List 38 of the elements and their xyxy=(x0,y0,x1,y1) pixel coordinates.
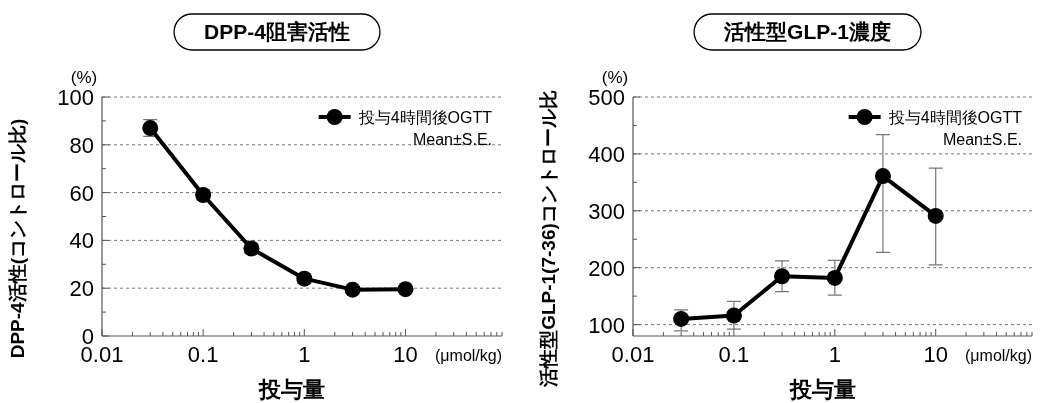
x-tick-label: 1 xyxy=(298,342,311,367)
point xyxy=(344,281,361,298)
y-tick-label: 40 xyxy=(69,228,94,254)
point xyxy=(826,269,843,286)
chart-title: DPP-4阻害活性 xyxy=(204,20,350,43)
text: (%) xyxy=(601,68,629,87)
x-tick-label: 0.1 xyxy=(187,342,219,367)
y-tick-label: 500 xyxy=(588,85,625,110)
x-tick-label: 10 xyxy=(393,342,418,367)
x-tick-label: 1 xyxy=(828,342,841,367)
y-tick-label: 100 xyxy=(57,85,94,110)
x-axis-title: 投与量 xyxy=(788,377,856,402)
point xyxy=(397,281,414,298)
legend-label: 投与4時間後OGTT xyxy=(357,109,493,126)
y-axis-title: 活性型GLP-1(7-36)コントロール比 xyxy=(538,90,559,388)
text: (μmol/kg) xyxy=(435,347,502,364)
x-axis-title: 投与量 xyxy=(258,377,325,402)
y-tick-label: 60 xyxy=(69,180,94,206)
legend-label: 投与4時間後OGTT xyxy=(887,109,1023,126)
point xyxy=(725,307,742,324)
y-tick-label: 400 xyxy=(588,141,625,167)
annotation: Mean±S.E. xyxy=(412,131,492,148)
y-tick-label: 100 xyxy=(588,312,625,338)
chart-title: 活性型GLP-1濃度 xyxy=(723,20,891,43)
point xyxy=(927,207,944,224)
y-tick-label: 20 xyxy=(69,276,94,302)
y-tick-label: 200 xyxy=(588,255,625,281)
x-tick-label: 0.1 xyxy=(718,342,750,367)
y-axis-title: DPP-4活性(コントロール比) xyxy=(7,118,28,359)
annotation: Mean±S.E. xyxy=(942,131,1022,148)
point xyxy=(774,268,791,285)
point xyxy=(673,310,690,327)
y-tick-label: 300 xyxy=(588,198,625,224)
text: (%) xyxy=(70,68,98,87)
x-tick-label: 10 xyxy=(923,342,948,367)
y-tick-label: 80 xyxy=(69,132,94,158)
text: (μmol/kg) xyxy=(965,347,1032,364)
x-tick-label: 0.01 xyxy=(611,342,655,367)
